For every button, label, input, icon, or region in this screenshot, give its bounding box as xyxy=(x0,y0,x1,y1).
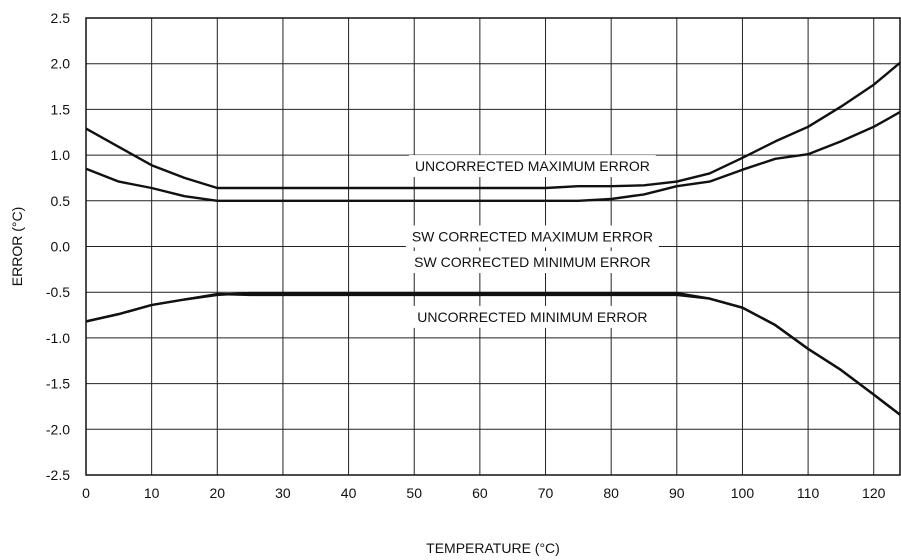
annotation-background xyxy=(411,305,654,328)
x-tick-labels: 0 10 20 30 40 50 60 70 80 90 100 110 120 xyxy=(82,485,886,501)
x-tick-label: 100 xyxy=(731,485,755,501)
annotation-background xyxy=(408,155,656,178)
y-tick-label: -2.5 xyxy=(46,467,70,483)
x-tick-label: 70 xyxy=(538,485,554,501)
annotation-label: UNCORRECTED MAXIMUM ERROR xyxy=(415,158,650,174)
y-tick-label: 1.5 xyxy=(51,101,71,117)
y-tick-label: -1.0 xyxy=(46,330,70,346)
x-tick-label: 10 xyxy=(144,485,160,501)
series-lines xyxy=(85,61,901,416)
y-tick-label: 0.0 xyxy=(51,239,71,255)
annotation-label: UNCORRECTED MINIMUM ERROR xyxy=(417,309,647,325)
y-tick-label: -1.5 xyxy=(46,376,70,392)
series-line-2 xyxy=(85,111,901,202)
y-tick-label: 0.5 xyxy=(51,193,71,209)
annotation-background xyxy=(405,225,659,248)
annotation-label: SW CORRECTED MINIMUM ERROR xyxy=(414,254,650,270)
y-tick-label: -2.0 xyxy=(46,421,70,437)
y-tick-label: 1.0 xyxy=(51,147,71,163)
annotations: UNCORRECTED MAXIMUM ERROR SW CORRECTED MA… xyxy=(405,155,659,328)
y-axis-title: ERROR (°C) xyxy=(9,207,25,286)
x-tick-label: 40 xyxy=(341,485,357,501)
x-axis-title: TEMPERATURE (°C) xyxy=(426,540,560,556)
series-line-4 xyxy=(85,292,901,416)
x-tick-label: 0 xyxy=(82,485,90,501)
series-line-1 xyxy=(85,61,901,190)
x-tick-label: 20 xyxy=(210,485,226,501)
y-tick-label: -0.5 xyxy=(46,284,70,300)
annotation-background xyxy=(408,251,657,274)
y-tick-labels: 2.5 2.0 1.5 1.0 0.5 0.0 -0.5 -1.0 -1.5 -2.0 -2.5 xyxy=(46,10,70,483)
plot-frame xyxy=(85,17,901,476)
x-tick-label: 60 xyxy=(472,485,488,501)
y-tick-label: 2.5 xyxy=(51,10,71,26)
x-tick-label: 120 xyxy=(862,485,886,501)
x-tick-label: 30 xyxy=(275,485,291,501)
annotation-label: SW CORRECTED MAXIMUM ERROR xyxy=(412,228,653,244)
x-tick-label: 110 xyxy=(797,485,820,501)
x-tick-label: 90 xyxy=(669,485,685,501)
x-tick-label: 50 xyxy=(406,485,422,501)
y-tick-label: 2.0 xyxy=(51,56,71,72)
x-tick-label: 80 xyxy=(603,485,619,501)
